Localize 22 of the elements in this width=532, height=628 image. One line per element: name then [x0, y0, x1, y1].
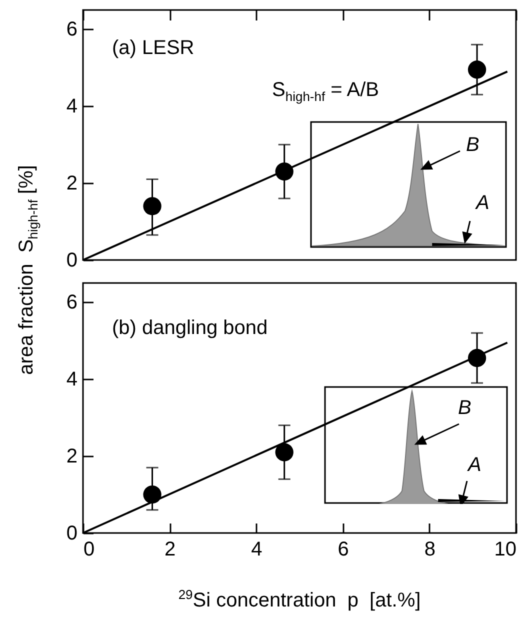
y-tick-label: 6: [66, 292, 78, 314]
x-tick-label: 10: [494, 538, 516, 560]
y-tick-label: 4: [66, 96, 78, 118]
x-tick-label: 4: [251, 538, 262, 560]
y-tick-label: 0: [66, 250, 78, 272]
y-tick-label: 2: [66, 172, 78, 195]
x-tick-label: 2: [164, 538, 176, 560]
annotation: (a) LESR: [112, 37, 194, 59]
x-tick-label: 0: [84, 538, 95, 560]
annotation: S$_{high-hf}$ = A/B: [272, 79, 380, 104]
x-tick-label: 6: [338, 538, 349, 560]
annotation: A: [476, 192, 490, 214]
annotation: A: [468, 454, 482, 476]
y-tick-label: 6: [66, 18, 78, 41]
y-tick-label: 4: [66, 368, 78, 391]
annotation: B: [458, 397, 472, 419]
x-tick-label: 8: [424, 538, 436, 560]
x-axis-title: $^{29}$Si concentration p [at.%]: [178, 587, 421, 612]
y-tick-label: 2: [66, 446, 78, 468]
annotation: (b) dangling bond: [112, 317, 268, 339]
y-tick-label: 0: [66, 522, 78, 544]
annotation: B: [466, 134, 480, 156]
